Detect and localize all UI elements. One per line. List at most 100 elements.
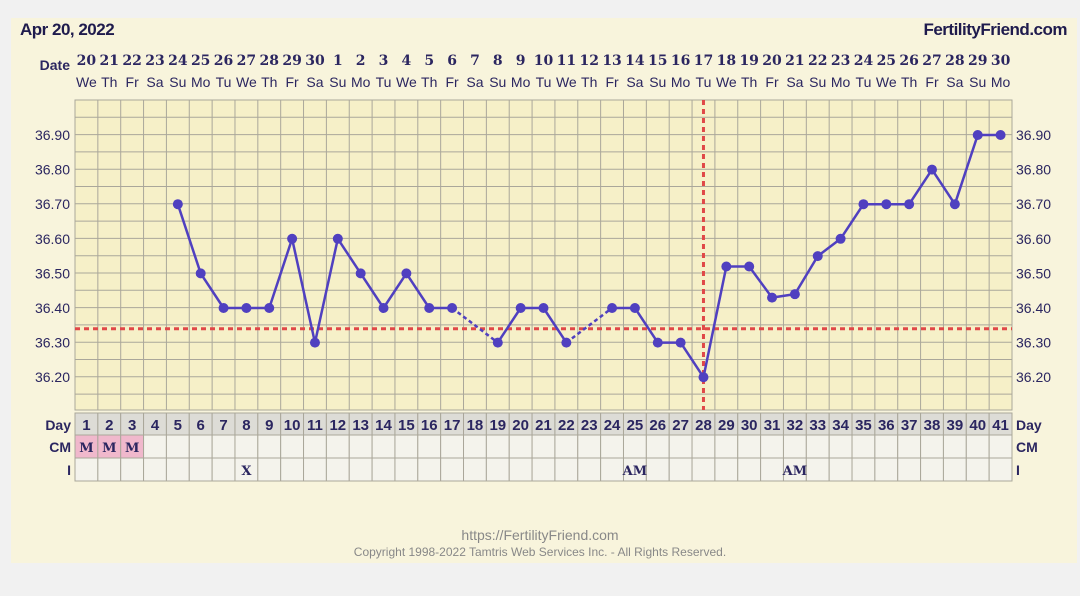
weekday-tick: Su	[649, 74, 666, 90]
cell	[165, 434, 190, 459]
cell	[463, 457, 487, 482]
temp-point	[264, 303, 275, 313]
day-number: 35	[855, 417, 872, 434]
date-tick: 1	[333, 53, 343, 69]
temp-point	[287, 233, 298, 244]
temp-point	[447, 303, 458, 313]
day-number: 6	[197, 417, 205, 434]
weekday-tick: Sa	[626, 74, 643, 90]
date-tick: 7	[470, 53, 480, 69]
y-tick-left: 36.40	[35, 300, 70, 316]
date-tick: 17	[694, 53, 713, 69]
footer-url[interactable]: https://FertilityFriend.com	[461, 527, 619, 543]
cell	[165, 457, 190, 482]
cell	[143, 457, 167, 482]
cell	[988, 434, 1013, 459]
cell	[440, 457, 465, 482]
date-tick: 21	[785, 53, 804, 69]
cell	[737, 457, 762, 482]
cell	[120, 457, 145, 482]
temp-segment	[290, 238, 317, 343]
day-number: 33	[809, 417, 826, 434]
y-tick-left: 36.70	[35, 196, 70, 212]
weekday-tick: Mo	[351, 74, 371, 90]
weekday-tick: Sa	[786, 74, 803, 90]
weekday-tick: Th	[261, 74, 277, 90]
cell	[600, 434, 624, 459]
date-label: Date	[40, 57, 71, 73]
day-number: 14	[375, 417, 392, 434]
date-tick: 19	[739, 53, 758, 69]
day-number: 29	[718, 417, 735, 434]
date-tick: 24	[854, 53, 874, 69]
weekday-tick: Su	[169, 74, 186, 90]
cell	[531, 457, 556, 482]
row-label-left: CM	[49, 439, 71, 455]
cell	[463, 434, 487, 459]
cell	[874, 457, 899, 482]
cell	[394, 457, 419, 482]
y-tick-right: 36.40	[1016, 300, 1051, 316]
chart-date: Apr 20, 2022	[20, 20, 115, 39]
date-tick: 18	[717, 53, 736, 69]
weekday-tick: Tu	[856, 74, 872, 90]
weekday-tick: Sa	[946, 74, 963, 90]
y-tick-right: 36.70	[1016, 196, 1051, 212]
cell	[668, 457, 693, 482]
weekday-tick: We	[76, 74, 97, 90]
plot-area	[74, 99, 1013, 411]
cell	[714, 434, 739, 459]
day-number: 28	[695, 417, 712, 434]
weekday-tick: We	[556, 74, 577, 90]
temp-segment	[930, 168, 956, 205]
weekday-tick: We	[396, 74, 417, 90]
day-number: 10	[284, 417, 301, 434]
temp-segment	[748, 265, 774, 299]
date-tick: 8	[493, 53, 503, 69]
cell	[371, 457, 396, 482]
temp-point	[675, 337, 686, 348]
temp-point	[492, 337, 503, 348]
cell	[280, 434, 305, 459]
date-tick: 14	[625, 53, 645, 69]
temp-segment	[633, 307, 659, 344]
date-tick: 10	[534, 53, 554, 69]
temp-segment	[565, 307, 613, 344]
row-label-left: Day	[45, 417, 71, 433]
cell	[257, 434, 282, 459]
row-label-right: CM	[1016, 439, 1038, 455]
temp-point	[927, 164, 938, 175]
cell	[851, 457, 876, 482]
cell	[782, 434, 807, 459]
cell	[485, 434, 510, 459]
temp-point	[767, 292, 778, 303]
weekday-tick: Fr	[445, 74, 459, 90]
temp-point	[812, 251, 823, 262]
cell	[920, 434, 944, 459]
weekday-tick: Th	[101, 74, 117, 90]
weekday-tick: Th	[741, 74, 757, 90]
temp-segment	[313, 238, 340, 343]
cell	[897, 457, 922, 482]
weekday-tick: Su	[809, 74, 826, 90]
weekday-tick: Th	[421, 74, 437, 90]
temp-point	[172, 199, 183, 210]
temp-point	[424, 303, 435, 313]
weekday-tick: Mo	[671, 74, 691, 90]
temp-point	[309, 337, 320, 348]
y-tick-left: 36.30	[35, 335, 70, 351]
cell	[508, 457, 533, 482]
day-number: 32	[787, 417, 804, 434]
temp-segment	[336, 238, 362, 275]
cell	[942, 457, 967, 482]
day-number: 11	[307, 417, 323, 434]
temp-segment	[359, 272, 385, 309]
brand-logo[interactable]: FertilityFriend.com	[923, 20, 1067, 39]
cell	[942, 434, 967, 459]
date-tick: 24	[168, 53, 188, 69]
temp-segment	[542, 307, 568, 344]
cell	[965, 457, 990, 482]
temp-segment	[679, 341, 705, 378]
temp-segment	[451, 307, 499, 344]
date-tick: 20	[762, 53, 782, 69]
